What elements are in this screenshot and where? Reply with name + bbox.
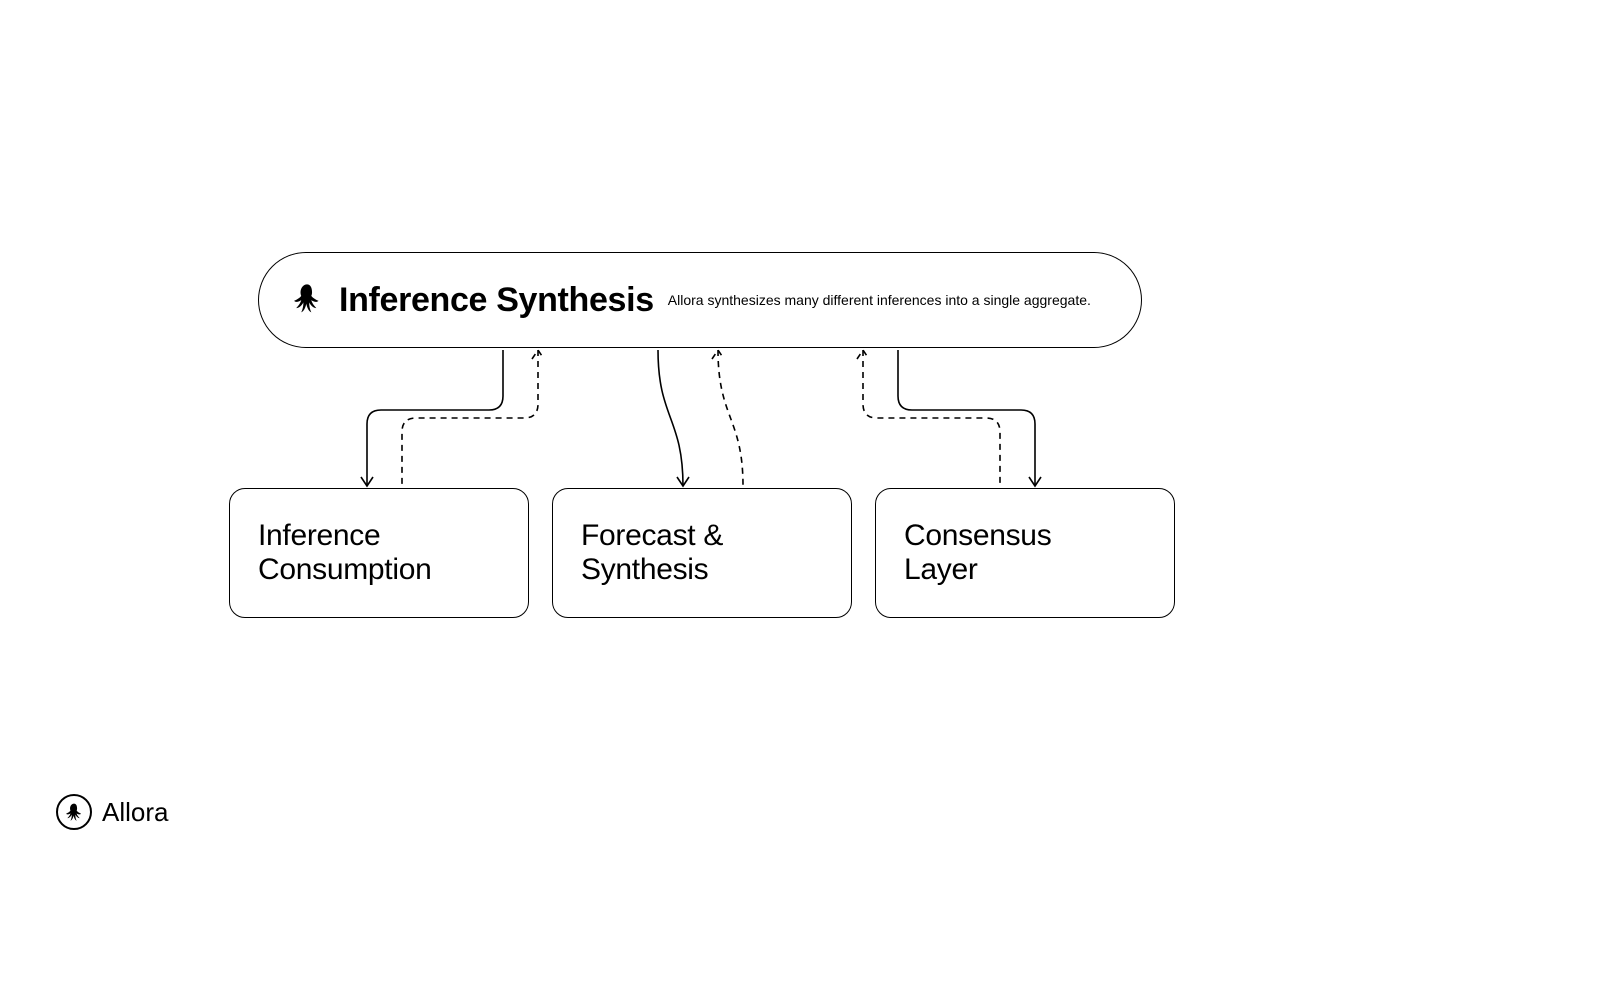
footer-brand: Allora bbox=[56, 794, 168, 830]
diagram-canvas: Inference Synthesis Allora synthesizes m… bbox=[0, 0, 1600, 991]
consensus-layer-box: Consensus Layer bbox=[875, 488, 1175, 618]
octopus-icon bbox=[289, 280, 325, 321]
top-box-title: Inference Synthesis bbox=[339, 281, 654, 320]
top-box-subtitle: Allora synthesizes many different infere… bbox=[668, 292, 1091, 308]
child-label: Consensus Layer bbox=[904, 519, 1051, 588]
child-label: Forecast & Synthesis bbox=[581, 519, 723, 588]
child-label: Inference Consumption bbox=[258, 519, 431, 588]
forecast-synthesis-box: Forecast & Synthesis bbox=[552, 488, 852, 618]
inference-consumption-box: Inference Consumption bbox=[229, 488, 529, 618]
inference-synthesis-box: Inference Synthesis Allora synthesizes m… bbox=[258, 252, 1142, 348]
brand-logo-icon bbox=[56, 794, 92, 830]
brand-name: Allora bbox=[102, 797, 168, 828]
